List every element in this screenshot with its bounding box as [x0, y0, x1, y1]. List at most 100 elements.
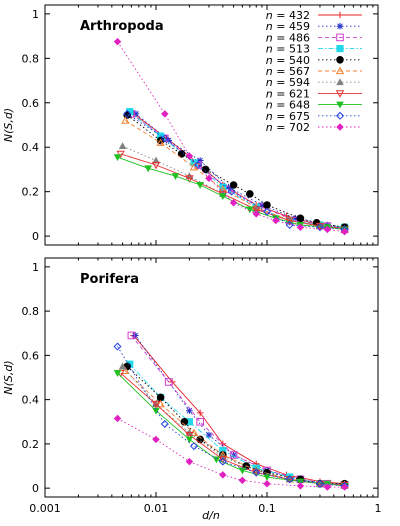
data-point: [272, 216, 280, 225]
y-tick-label: 0.4: [22, 394, 40, 407]
y-tick-label: 0.2: [22, 438, 40, 451]
data-point: [144, 165, 152, 173]
series-702: [113, 414, 349, 491]
data-point: [296, 214, 305, 223]
data-point: [113, 37, 122, 46]
data-point: [252, 206, 261, 214]
series-675: [113, 342, 349, 490]
data-point: [323, 483, 332, 491]
legend-entry-label: n = 486: [266, 31, 310, 44]
legend-entry-label: n = 648: [266, 99, 310, 112]
series-540: [123, 362, 349, 488]
data-point: [258, 201, 266, 209]
data-point: [219, 471, 227, 479]
data-point: [177, 150, 186, 158]
series-702: [113, 37, 349, 236]
data-point: [151, 400, 161, 409]
data-point: [118, 362, 127, 370]
series-594: [118, 362, 349, 489]
data-point: [296, 223, 305, 231]
series-line: [117, 41, 345, 233]
data-point: [185, 436, 194, 444]
data-point: [315, 479, 324, 488]
series-line: [117, 346, 345, 487]
data-point: [285, 475, 294, 484]
y-tick-label: 0: [32, 482, 39, 495]
series-513: [126, 360, 349, 489]
data-point: [205, 431, 213, 439]
data-point: [161, 110, 169, 118]
data-point: [123, 109, 132, 118]
x-tick-label: 0.01: [144, 502, 169, 515]
data-point: [285, 220, 294, 230]
data-point: [131, 332, 139, 339]
data-point: [263, 201, 271, 209]
data-point: [196, 157, 204, 164]
data-point: [263, 479, 271, 488]
legend-entry-label: n = 459: [266, 20, 310, 33]
plot-frame: [44, 257, 379, 498]
data-point: [196, 409, 204, 417]
series-675: [123, 109, 349, 234]
data-point: [246, 190, 254, 198]
series-line: [133, 113, 345, 229]
series-486: [127, 331, 349, 489]
legend-entry-label: n = 702: [266, 121, 310, 134]
x-tick-label: 0.1: [258, 502, 276, 515]
legend-marker: [336, 123, 344, 131]
data-point: [229, 181, 238, 189]
data-point: [229, 199, 238, 207]
series-432: [130, 110, 348, 232]
data-point: [118, 142, 127, 150]
data-point: [160, 134, 169, 143]
series-621: [116, 150, 349, 234]
legend-entry-label: n = 621: [266, 87, 310, 100]
data-point: [245, 206, 254, 214]
series-line: [131, 335, 345, 486]
panel-title: Porifera: [80, 272, 139, 287]
x-tick-label: 1: [375, 502, 382, 515]
data-point: [252, 468, 261, 477]
panel-title: Arthropoda: [80, 19, 164, 34]
data-point: [323, 225, 332, 234]
legend-entry-label: n = 567: [266, 65, 310, 78]
plot-frame: [44, 4, 379, 246]
y-tick-label: 0.6: [22, 97, 40, 110]
data-point: [165, 137, 172, 144]
data-point: [218, 457, 227, 466]
data-point: [113, 414, 122, 423]
series-line: [135, 113, 345, 228]
data-point: [116, 150, 125, 159]
legend-entry-label: n = 675: [266, 110, 310, 123]
data-point: [186, 407, 193, 414]
data-point: [113, 342, 122, 351]
data-point: [252, 210, 260, 218]
series-line: [120, 153, 345, 230]
data-point: [189, 162, 199, 171]
data-point: [171, 173, 180, 181]
y-tick-label: 0.4: [22, 141, 40, 154]
data-point: [201, 165, 210, 174]
data-point: [296, 482, 305, 490]
data-point: [315, 223, 324, 232]
data-point: [292, 215, 299, 222]
panel-porifera: 0 0.2 0.4 0.6 0.8 1 0.001 0.01 0.1 1 N(S,d) Porifer…: [2, 257, 382, 515]
data-point: [127, 331, 136, 340]
series-459: [132, 110, 348, 231]
data-point: [340, 483, 349, 491]
series-513: [126, 108, 349, 231]
data-point: [132, 110, 140, 118]
legend-entry-label: n = 513: [266, 43, 310, 56]
data-point: [262, 207, 272, 216]
y-tick-label: 1: [32, 261, 39, 274]
data-point: [225, 183, 232, 191]
legend-entry-label: n = 432: [266, 9, 310, 22]
data-point: [151, 161, 161, 170]
data-point: [156, 138, 165, 146]
series-567: [121, 366, 349, 488]
y-tick-label: 0.2: [22, 186, 40, 199]
series-line: [129, 111, 345, 228]
data-point: [185, 457, 194, 466]
